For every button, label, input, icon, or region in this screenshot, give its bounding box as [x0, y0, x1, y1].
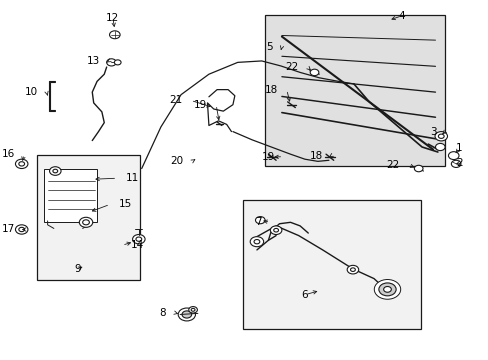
Circle shape [350, 268, 355, 271]
Text: 21: 21 [168, 95, 182, 105]
Circle shape [49, 167, 61, 175]
Text: 9: 9 [74, 264, 81, 274]
Circle shape [79, 217, 93, 227]
Text: 6: 6 [301, 290, 307, 300]
Circle shape [309, 69, 318, 76]
Text: 12: 12 [106, 13, 119, 23]
Text: 7: 7 [255, 217, 261, 227]
Bar [44, 168, 97, 222]
Text: 10: 10 [25, 87, 38, 97]
Circle shape [109, 31, 120, 39]
Text: 1: 1 [455, 143, 462, 153]
Circle shape [191, 309, 195, 311]
Circle shape [106, 59, 116, 66]
Text: 14: 14 [130, 240, 143, 250]
Text: 19: 19 [261, 152, 274, 162]
Text: 15: 15 [119, 199, 132, 210]
Circle shape [255, 217, 264, 224]
Circle shape [434, 132, 447, 141]
Circle shape [254, 239, 259, 244]
Circle shape [136, 237, 142, 241]
Text: 18: 18 [264, 85, 278, 95]
Circle shape [53, 169, 58, 173]
Circle shape [273, 228, 278, 232]
Text: 19: 19 [194, 100, 207, 110]
Circle shape [250, 237, 263, 247]
Text: 22: 22 [285, 62, 298, 72]
Circle shape [383, 287, 390, 292]
Circle shape [450, 160, 460, 167]
Text: 22: 22 [386, 160, 399, 170]
Text: 11: 11 [125, 173, 139, 183]
Text: 8: 8 [159, 308, 165, 318]
Circle shape [447, 152, 458, 159]
Circle shape [16, 225, 28, 234]
Text: 2: 2 [455, 158, 462, 168]
Bar [243, 200, 420, 329]
Circle shape [346, 265, 358, 274]
Circle shape [182, 311, 191, 318]
Text: 18: 18 [309, 150, 322, 161]
Text: 13: 13 [87, 56, 100, 66]
Circle shape [82, 220, 89, 225]
Circle shape [378, 283, 395, 296]
Circle shape [435, 143, 444, 150]
Circle shape [19, 162, 24, 166]
Text: 17: 17 [2, 225, 16, 234]
Circle shape [437, 134, 443, 138]
Bar [37, 155, 140, 280]
Circle shape [188, 307, 197, 313]
Circle shape [178, 308, 195, 321]
Text: 4: 4 [398, 11, 405, 21]
Text: 20: 20 [170, 156, 183, 166]
Circle shape [114, 60, 121, 65]
Text: 16: 16 [2, 149, 16, 159]
Circle shape [16, 159, 28, 168]
Circle shape [270, 226, 281, 234]
Circle shape [19, 227, 24, 231]
Ellipse shape [373, 279, 400, 299]
Text: 5: 5 [266, 42, 273, 51]
Circle shape [413, 165, 422, 172]
Bar [264, 15, 444, 166]
Circle shape [132, 234, 145, 244]
Text: 3: 3 [429, 127, 436, 136]
